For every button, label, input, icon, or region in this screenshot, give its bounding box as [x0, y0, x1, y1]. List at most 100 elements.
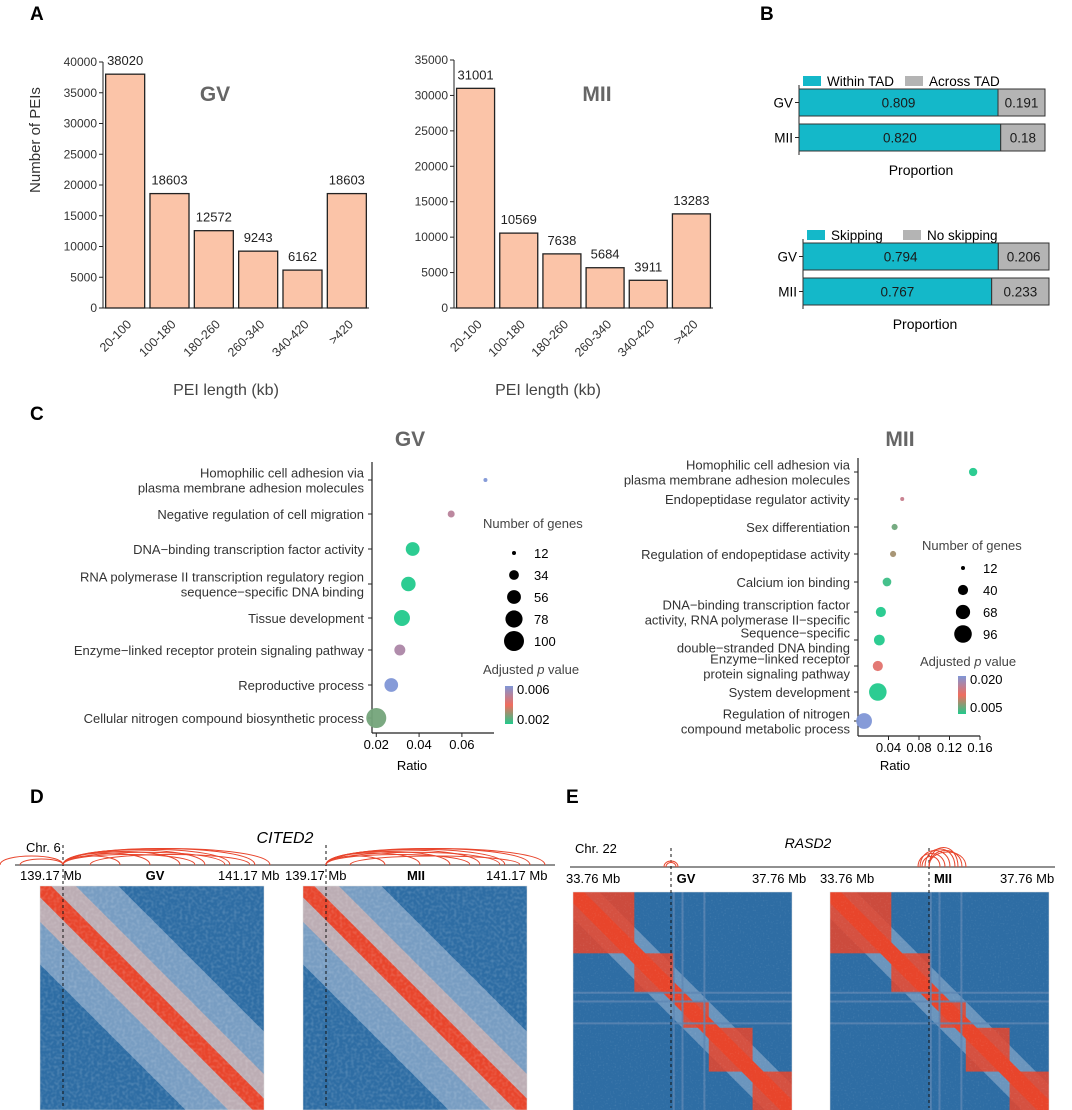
term-label: activity, RNA polymerase II−specific — [645, 613, 851, 628]
segment-value: 0.206 — [1007, 250, 1041, 265]
category-label: MII — [778, 285, 797, 300]
bar-chart-gv: GV Number of PEIs PEI length (kb) 0 5000 1… — [27, 53, 369, 399]
hic-noise — [40, 886, 264, 1110]
term-label: Homophilic cell adhesion via — [686, 458, 851, 473]
term-label: Calcium ion binding — [737, 575, 850, 590]
bar-value-label: 10569 — [501, 212, 537, 227]
term-label: double−stranded DNA binding — [677, 641, 850, 656]
term-dot — [384, 678, 399, 692]
bar-segment — [1000, 123, 1046, 152]
size-legend-dot — [509, 570, 519, 580]
bar-segment — [798, 88, 999, 117]
color-legend-bar-mii — [958, 676, 966, 714]
term-dot — [856, 713, 872, 729]
interaction-arc — [928, 851, 967, 868]
term-label: Homophilic cell adhesion via — [200, 466, 365, 481]
gene-name-rasd2: RASD2 — [785, 835, 832, 851]
size-legend-title-gv: Number of genes — [483, 516, 583, 531]
interaction-arc — [663, 860, 679, 868]
term-label: protein signaling pathway — [703, 667, 850, 682]
interaction-arc — [62, 848, 271, 866]
coord-left-e-gv: 33.76 Mb — [566, 871, 620, 886]
coord-right-e-gv: 37.76 Mb — [752, 871, 806, 886]
term-label: DNA−binding transcription factor — [662, 598, 850, 613]
segment-value: 0.794 — [884, 250, 918, 265]
size-legend-value: 56 — [534, 590, 548, 605]
color-legend-tick-mii-1: 0.005 — [970, 700, 1003, 715]
stacked-bar-tad: Proportion Within TAD Across TAD 0.809 0.19… — [773, 74, 1046, 178]
term-label: Cellular nitrogen compound biosynthetic … — [84, 711, 365, 726]
size-legend-value: 40 — [983, 583, 997, 598]
segment-value: 0.820 — [883, 131, 917, 146]
segment-value: 0.233 — [1003, 285, 1037, 300]
y-tick-label: 20000 — [64, 178, 98, 192]
interaction-arc — [921, 856, 941, 868]
hic-border — [39, 885, 265, 1110]
interaction-arc — [62, 854, 196, 866]
hic-border — [829, 891, 1050, 1110]
term-label: Regulation of endopeptidase activity — [641, 547, 850, 562]
map-label-d-gv: GV — [146, 868, 165, 883]
category-label: GV — [777, 250, 797, 265]
term-dot — [900, 497, 905, 501]
hic-map-d-gv — [39, 885, 265, 1110]
dot-plot-gv: GV Ratio Number of genes Adjusted p valu… — [74, 428, 583, 773]
term-label: plasma membrane adhesion molecules — [138, 481, 365, 496]
interaction-arc — [924, 848, 956, 868]
y-tick-label: 10000 — [64, 240, 98, 254]
bar-value-label: 3911 — [634, 259, 662, 274]
bar — [499, 232, 539, 309]
size-legend-value: 34 — [534, 568, 548, 583]
bar-segment — [997, 88, 1046, 117]
bar-segment — [802, 277, 993, 306]
interaction-arc — [917, 853, 946, 868]
bar-value-label: 18603 — [329, 173, 365, 188]
bar — [326, 192, 367, 309]
y-tick-label: 35000 — [64, 86, 98, 100]
size-legend-dot — [512, 551, 516, 555]
interaction-arc — [62, 848, 231, 866]
coord-left-e-mii: 33.76 Mb — [820, 871, 874, 886]
y-tick-label: 30000 — [64, 117, 98, 131]
bar — [238, 250, 279, 309]
bar-gv-title: GV — [200, 83, 230, 106]
tad-xlabel: Proportion — [889, 162, 954, 178]
x-tick-label: >420 — [326, 317, 356, 347]
panel-label-d: D — [30, 787, 44, 808]
term-dot — [889, 550, 897, 558]
size-legend-dot — [954, 625, 972, 643]
bar-value-label: 13283 — [673, 193, 709, 208]
coord-left-d-mii: 139.17 Mb — [285, 868, 346, 883]
term-dot — [872, 660, 883, 672]
bar-value-label: 5684 — [591, 247, 620, 262]
color-legend-tick-gv-0: 0.006 — [517, 682, 550, 697]
color-legend-bar-gv — [505, 686, 513, 724]
segment-value: 0.18 — [1010, 131, 1036, 146]
x-tick-label: >420 — [671, 317, 701, 347]
term-label: Regulation of nitrogen — [723, 707, 850, 722]
coord-left-d-gv: 139.17 Mb — [20, 868, 81, 883]
bar — [105, 73, 146, 309]
bar-mii-xlabel: PEI length (kb) — [495, 382, 601, 399]
term-label: System development — [729, 685, 851, 700]
term-label: Negative regulation of cell migration — [157, 507, 364, 522]
term-label: plasma membrane adhesion molecules — [624, 473, 851, 488]
y-tick-label: 10000 — [415, 230, 449, 244]
dot-gv-title: GV — [395, 428, 425, 451]
bar — [455, 87, 496, 309]
category-label: GV — [773, 96, 793, 111]
size-legend-value: 100 — [534, 634, 556, 649]
color-legend-tick-mii-0: 0.020 — [970, 672, 1003, 687]
term-dot — [401, 576, 416, 592]
hic-border — [302, 885, 528, 1110]
map-label-e-gv: GV — [677, 871, 696, 886]
category-label: MII — [774, 131, 793, 146]
bar — [628, 279, 668, 309]
bar-gv-xlabel: PEI length (kb) — [173, 382, 279, 399]
term-label: Tissue development — [248, 611, 364, 626]
term-dot — [366, 708, 387, 728]
y-tick-label: 25000 — [415, 124, 449, 138]
term-dot — [394, 644, 406, 656]
legend-swatch — [807, 230, 825, 240]
term-label: Enzyme−linked receptor — [710, 652, 850, 667]
